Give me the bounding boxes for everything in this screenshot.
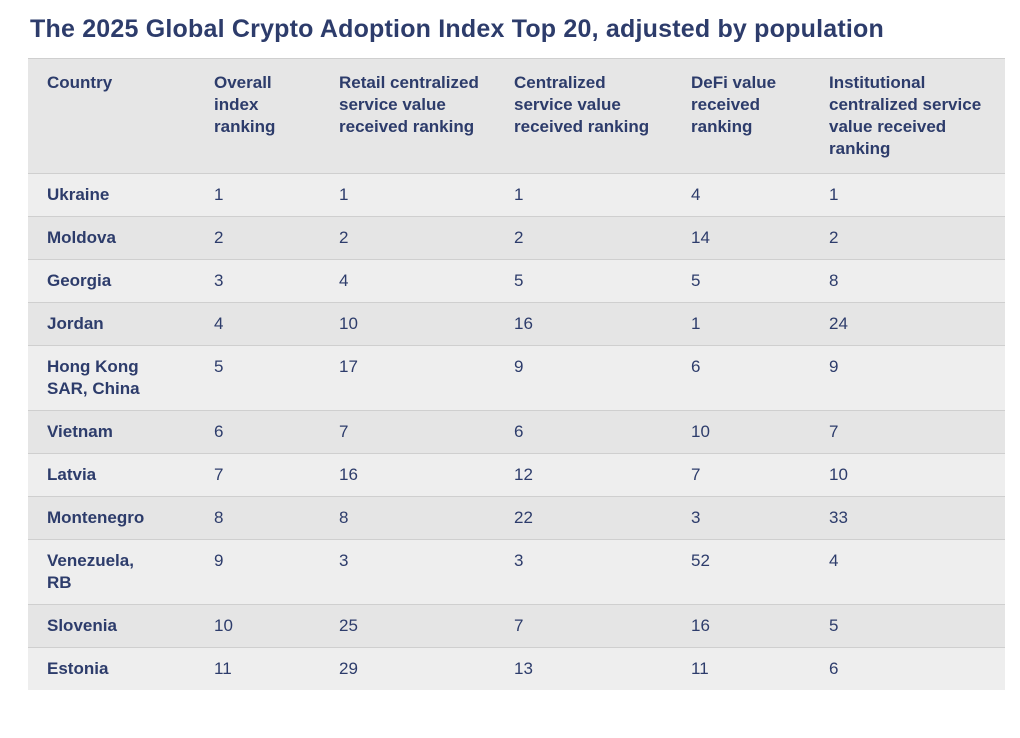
- rank-cell: 13: [495, 647, 672, 690]
- table-row-estonia: Estonia 11 29 13 11 6: [28, 647, 1005, 690]
- country-cell: Georgia: [28, 259, 195, 303]
- page-title: The 2025 Global Crypto Adoption Index To…: [30, 15, 884, 43]
- rank-cell: 24: [810, 302, 1005, 346]
- country-name: Latvia: [47, 465, 97, 484]
- rank-cell: 10: [195, 604, 320, 648]
- column-header-centralized-service-value-received-ranking: Centralized service value received ranki…: [495, 58, 672, 174]
- rank-cell: 4: [320, 259, 495, 303]
- rank-cell: 1: [495, 173, 672, 217]
- rank-cell: 33: [810, 496, 1005, 540]
- column-header-defi-value-received-ranking: DeFi value received ranking: [672, 58, 810, 174]
- rank-cell: 2: [320, 216, 495, 260]
- rank-cell: 11: [672, 647, 810, 690]
- rank-cell: 29: [320, 647, 495, 690]
- column-header-country: Country: [28, 58, 195, 174]
- country-cell: Hong Kong SAR, China: [28, 345, 195, 411]
- rank-cell: 2: [810, 216, 1005, 260]
- table-row-vietnam: Vietnam 6 7 6 10 7: [28, 410, 1005, 454]
- column-header-overall-index-ranking: Overall index ranking: [195, 58, 320, 174]
- table-row-montenegro: Montenegro 8 8 22 3 33: [28, 496, 1005, 540]
- table-body: Ukraine 1 1 1 4 1 Moldova 2 2 2 14 2 Georgia 3 4 5 5 8 Jor…: [28, 173, 1005, 690]
- rank-cell: 3: [495, 539, 672, 605]
- rank-cell: 6: [672, 345, 810, 411]
- table-row-hong-kong-sar-china: Hong Kong SAR, China 5 17 9 6 9: [28, 345, 1005, 411]
- rank-cell: 2: [195, 216, 320, 260]
- table-row-ukraine: Ukraine 1 1 1 4 1: [28, 173, 1005, 217]
- rank-cell: 3: [195, 259, 320, 303]
- rank-cell: 10: [810, 453, 1005, 497]
- rank-cell: 10: [320, 302, 495, 346]
- country-cell: Moldova: [28, 216, 195, 260]
- rank-cell: 16: [495, 302, 672, 346]
- rank-cell: 7: [195, 453, 320, 497]
- rank-cell: 4: [195, 302, 320, 346]
- rank-cell: 4: [672, 173, 810, 217]
- country-name: Venezuela, RB: [47, 551, 134, 592]
- table-row-latvia: Latvia 7 16 12 7 10: [28, 453, 1005, 497]
- table-header: Country Overall index ranking Retail centr…: [28, 58, 1005, 174]
- table-header-row: Country Overall index ranking Retail centr…: [28, 58, 1005, 174]
- country-cell: Estonia: [28, 647, 195, 690]
- rank-cell: 1: [672, 302, 810, 346]
- country-name: Georgia: [47, 271, 112, 290]
- rank-cell: 1: [810, 173, 1005, 217]
- rank-cell: 12: [495, 453, 672, 497]
- country-cell: Montenegro: [28, 496, 195, 540]
- rank-cell: 6: [195, 410, 320, 454]
- table-row-georgia: Georgia 3 4 5 5 8: [28, 259, 1005, 303]
- rank-cell: 5: [672, 259, 810, 303]
- rank-cell: 25: [320, 604, 495, 648]
- rank-cell: 8: [195, 496, 320, 540]
- rank-cell: 4: [810, 539, 1005, 605]
- rank-cell: 7: [672, 453, 810, 497]
- country-name: Vietnam: [47, 422, 113, 441]
- rank-cell: 9: [195, 539, 320, 605]
- rank-cell: 7: [810, 410, 1005, 454]
- country-cell: Latvia: [28, 453, 195, 497]
- country-cell: Jordan: [28, 302, 195, 346]
- country-name: Hong Kong SAR, China: [47, 357, 140, 398]
- rank-cell: 17: [320, 345, 495, 411]
- rank-cell: 9: [495, 345, 672, 411]
- country-name: Moldova: [47, 228, 116, 247]
- table-row-venezuela-rb: Venezuela, RB 9 3 3 52 4: [28, 539, 1005, 605]
- country-name: Slovenia: [47, 616, 117, 635]
- rank-cell: 3: [320, 539, 495, 605]
- country-cell: Vietnam: [28, 410, 195, 454]
- rank-cell: 7: [495, 604, 672, 648]
- country-cell: Slovenia: [28, 604, 195, 648]
- rank-cell: 14: [672, 216, 810, 260]
- country-name: Montenegro: [47, 508, 145, 527]
- rank-cell: 2: [495, 216, 672, 260]
- rank-cell: 5: [495, 259, 672, 303]
- rank-cell: 16: [672, 604, 810, 648]
- rank-cell: 9: [810, 345, 1005, 411]
- rank-cell: 3: [672, 496, 810, 540]
- table-row-jordan: Jordan 4 10 16 1 24: [28, 302, 1005, 346]
- rank-cell: 8: [810, 259, 1005, 303]
- rank-cell: 1: [320, 173, 495, 217]
- rank-cell: 22: [495, 496, 672, 540]
- country-cell: Venezuela, RB: [28, 539, 195, 605]
- rank-cell: 52: [672, 539, 810, 605]
- country-name: Ukraine: [47, 185, 110, 204]
- country-name: Estonia: [47, 659, 109, 678]
- column-header-retail-centralized-service-value-received-ranking: Retail centralized service value receive…: [320, 58, 495, 174]
- rank-cell: 11: [195, 647, 320, 690]
- rank-cell: 6: [810, 647, 1005, 690]
- country-cell: Ukraine: [28, 173, 195, 217]
- table-row-slovenia: Slovenia 10 25 7 16 5: [28, 604, 1005, 648]
- column-header-institutional-centralized-service-value-received-ranking: Institutional centralized service value …: [810, 58, 1005, 174]
- rank-cell: 10: [672, 410, 810, 454]
- rank-cell: 5: [195, 345, 320, 411]
- rank-cell: 7: [320, 410, 495, 454]
- rank-cell: 8: [320, 496, 495, 540]
- table-row-moldova: Moldova 2 2 2 14 2: [28, 216, 1005, 260]
- country-name: Jordan: [47, 314, 104, 333]
- rank-cell: 5: [810, 604, 1005, 648]
- rank-cell: 16: [320, 453, 495, 497]
- rank-cell: 1: [195, 173, 320, 217]
- crypto-adoption-index-table: Country Overall index ranking Retail centr…: [28, 58, 1005, 690]
- rank-cell: 6: [495, 410, 672, 454]
